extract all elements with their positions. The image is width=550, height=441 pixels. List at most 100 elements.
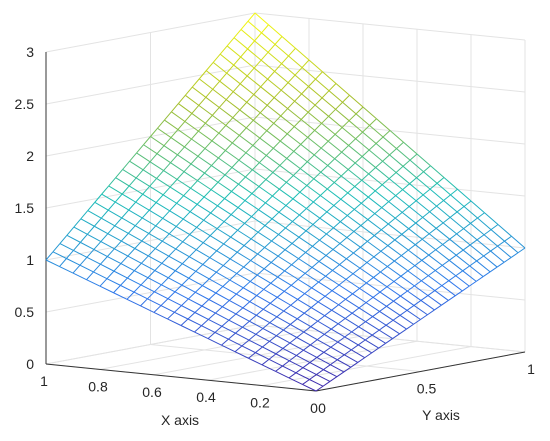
mesh-segment	[386, 281, 395, 288]
mesh-segment	[341, 145, 349, 153]
mesh-segment	[462, 244, 471, 251]
mesh-segment	[413, 319, 421, 325]
mesh-segment	[284, 264, 292, 272]
z-tick-label: 3	[26, 44, 34, 60]
mesh-segment	[230, 229, 238, 238]
mesh-segment	[449, 238, 464, 251]
mesh-segment	[277, 270, 285, 278]
mesh-segment	[336, 371, 345, 378]
mesh-segment	[94, 193, 103, 203]
mesh-segment	[161, 284, 176, 293]
mesh-segment	[266, 97, 275, 106]
z-tick-label: 2	[26, 148, 34, 164]
mesh-segment	[279, 158, 288, 166]
mesh-segment	[288, 47, 296, 57]
mesh-segment	[380, 271, 395, 282]
mesh-segment	[142, 186, 151, 195]
mesh-segment	[221, 325, 236, 334]
mesh-segment	[147, 291, 155, 300]
mesh-segment	[276, 296, 291, 306]
mesh-segment	[355, 138, 370, 151]
mesh-segment	[264, 240, 272, 248]
mesh-segment	[121, 240, 136, 249]
mesh-segment	[222, 306, 237, 315]
mesh-segment	[211, 132, 220, 142]
mesh-segment	[205, 70, 221, 82]
mesh-segment	[247, 12, 256, 22]
mesh-segment	[204, 115, 213, 124]
mesh-segment	[293, 119, 302, 128]
mesh-segment	[342, 101, 357, 115]
mesh-segment	[291, 243, 306, 253]
mesh-segment	[262, 302, 271, 310]
mesh-segment	[174, 291, 189, 300]
mesh-segment	[375, 160, 383, 168]
mesh-segment	[276, 316, 291, 325]
mesh-segment	[423, 171, 438, 184]
mesh-segment	[395, 172, 410, 185]
mesh-segment	[408, 228, 423, 240]
mesh-segment	[195, 242, 204, 251]
grid-line	[254, 220, 526, 249]
mesh-segment	[126, 291, 135, 300]
grid-line	[150, 344, 421, 372]
mesh-segment	[73, 226, 88, 235]
mesh-segment	[402, 159, 411, 167]
mesh-segment	[264, 247, 279, 257]
mesh-segment	[177, 121, 186, 130]
mesh-segment	[134, 240, 143, 249]
mesh-segment	[212, 80, 221, 90]
mesh-segment	[366, 277, 374, 284]
mesh-segment	[94, 225, 109, 235]
mesh-segment	[249, 274, 258, 282]
mesh-segment	[423, 165, 431, 173]
mesh-segment	[217, 205, 232, 216]
mesh-segment	[198, 130, 213, 142]
mesh-segment	[278, 205, 287, 213]
mesh-segment	[194, 312, 209, 320]
mesh-segment	[59, 243, 74, 251]
mesh-segment	[256, 308, 264, 316]
z-tick-label: 0.5	[15, 304, 35, 320]
mesh-segment	[171, 111, 186, 122]
mesh-segment	[310, 326, 325, 335]
mesh-segment	[408, 200, 417, 207]
mesh-segment	[212, 114, 227, 126]
mesh-segment	[167, 298, 182, 307]
mesh-segment	[80, 233, 88, 243]
mesh-segment	[334, 158, 349, 170]
mesh-segment	[285, 198, 294, 206]
mesh-segment	[362, 125, 370, 133]
mesh-segment	[395, 189, 403, 197]
mesh-segment	[273, 115, 282, 124]
mesh-segment	[201, 278, 210, 286]
mesh-segment	[129, 160, 144, 171]
mesh-segment	[429, 205, 437, 213]
mesh-segment	[413, 300, 422, 306]
mesh-segment	[106, 278, 121, 286]
mesh-segment	[455, 275, 470, 287]
mesh-segment	[222, 279, 231, 287]
mesh-segment	[366, 256, 375, 263]
mesh-segment	[303, 312, 318, 322]
mesh-segment	[249, 301, 264, 310]
x-tick-label: 0	[310, 400, 318, 416]
mesh-segment	[149, 185, 164, 196]
mesh-segment	[435, 244, 444, 251]
mesh-segment	[312, 217, 321, 225]
mesh-segment	[330, 328, 345, 338]
mesh-segment	[237, 207, 252, 217]
mesh-segment	[214, 331, 229, 340]
mesh-segment	[311, 287, 326, 297]
mesh-segment	[225, 99, 241, 111]
mesh-segment	[353, 202, 362, 210]
mesh-segment	[190, 180, 198, 189]
mesh-segment	[195, 285, 203, 293]
mesh-segment	[371, 347, 379, 354]
mesh-segment	[299, 161, 308, 169]
mesh-segment	[358, 302, 367, 309]
mesh-segment	[297, 273, 306, 280]
mesh-segment	[101, 193, 116, 203]
mesh-segment	[290, 299, 299, 306]
mesh-segment	[354, 162, 369, 175]
